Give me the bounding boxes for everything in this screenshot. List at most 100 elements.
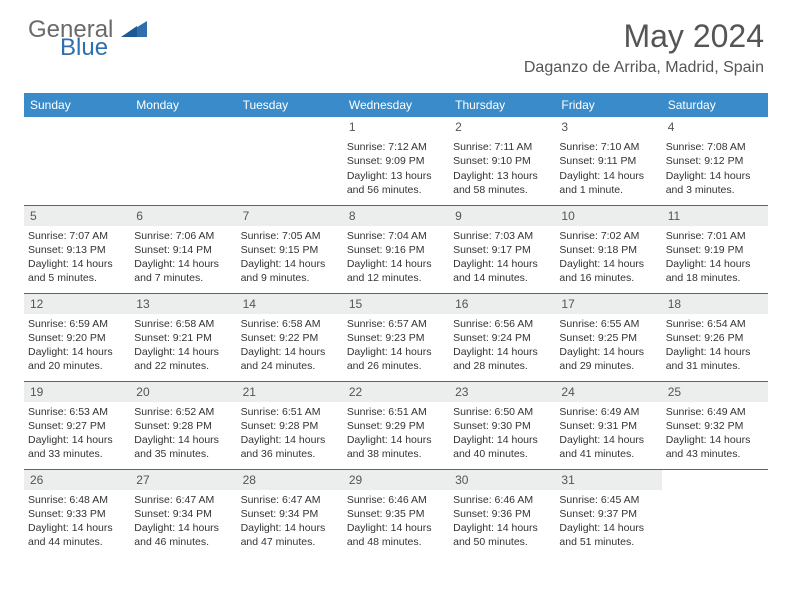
day-details: Sunrise: 7:03 AMSunset: 9:17 PMDaylight:… <box>453 229 551 286</box>
day-details: Sunrise: 6:55 AMSunset: 9:25 PMDaylight:… <box>559 317 657 374</box>
day-number: 11 <box>662 206 768 226</box>
logo: General Blue <box>28 18 147 60</box>
logo-triangle-icon <box>121 19 147 42</box>
day-details: Sunrise: 6:51 AMSunset: 9:28 PMDaylight:… <box>241 405 339 462</box>
calendar-cell: 7 Sunrise: 7:05 AMSunset: 9:15 PMDaylight… <box>237 205 343 293</box>
day-number: 3 <box>555 117 661 137</box>
day-number: 24 <box>555 382 661 402</box>
day-header: Tuesday <box>237 93 343 117</box>
logo-word-2: Blue <box>60 36 113 60</box>
day-number: 21 <box>237 382 343 402</box>
day-number: 10 <box>555 206 661 226</box>
calendar-cell: 2 Sunrise: 7:11 AMSunset: 9:10 PMDaylight… <box>449 117 555 205</box>
calendar-cell: 30Sunrise: 6:46 AMSunset: 9:36 PMDayligh… <box>449 469 555 557</box>
calendar-cell: 12 Sunrise: 6:59 AMSunset: 9:20 PMDayligh… <box>24 293 130 381</box>
calendar-cell: 27Sunrise: 6:47 AMSunset: 9:34 PMDayligh… <box>130 469 236 557</box>
day-details: Sunrise: 6:51 AMSunset: 9:29 PMDaylight:… <box>347 405 445 462</box>
day-details: Sunrise: 7:06 AMSunset: 9:14 PMDaylight:… <box>134 229 232 286</box>
calendar-cell: 8 Sunrise: 7:04 AMSunset: 9:16 PMDaylight… <box>343 205 449 293</box>
day-details: Sunrise: 6:50 AMSunset: 9:30 PMDaylight:… <box>453 405 551 462</box>
day-details: Sunrise: 6:58 AMSunset: 9:21 PMDaylight:… <box>134 317 232 374</box>
calendar-cell <box>130 117 236 205</box>
day-details: Sunrise: 6:47 AMSunset: 9:34 PMDaylight:… <box>134 493 232 550</box>
day-number: 4 <box>662 117 768 137</box>
day-details: Sunrise: 6:49 AMSunset: 9:31 PMDaylight:… <box>559 405 657 462</box>
day-details: Sunrise: 7:12 AMSunset: 9:09 PMDaylight:… <box>347 140 445 197</box>
day-number: 30 <box>449 470 555 490</box>
calendar-cell: 6 Sunrise: 7:06 AMSunset: 9:14 PMDaylight… <box>130 205 236 293</box>
day-number: 12 <box>24 294 130 314</box>
calendar-cell: 21 Sunrise: 6:51 AMSunset: 9:28 PMDayligh… <box>237 381 343 469</box>
calendar-cell: 26Sunrise: 6:48 AMSunset: 9:33 PMDayligh… <box>24 469 130 557</box>
calendar-cell: 11 Sunrise: 7:01 AMSunset: 9:19 PMDayligh… <box>662 205 768 293</box>
day-number: 29 <box>343 470 449 490</box>
day-number: 7 <box>237 206 343 226</box>
day-details: Sunrise: 6:58 AMSunset: 9:22 PMDaylight:… <box>241 317 339 374</box>
calendar-cell: 17Sunrise: 6:55 AMSunset: 9:25 PMDayligh… <box>555 293 661 381</box>
calendar-cell: 28 Sunrise: 6:47 AMSunset: 9:34 PMDayligh… <box>237 469 343 557</box>
title-block: May 2024 Daganzo de Arriba, Madrid, Spai… <box>524 18 764 77</box>
calendar-cell: 14 Sunrise: 6:58 AMSunset: 9:22 PMDayligh… <box>237 293 343 381</box>
calendar-cell: 25Sunrise: 6:49 AMSunset: 9:32 PMDayligh… <box>662 381 768 469</box>
day-details: Sunrise: 6:46 AMSunset: 9:35 PMDaylight:… <box>347 493 445 550</box>
calendar-cell: 24 Sunrise: 6:49 AMSunset: 9:31 PMDayligh… <box>555 381 661 469</box>
day-number: 23 <box>449 382 555 402</box>
day-number: 28 <box>237 470 343 490</box>
calendar-cell: 22 Sunrise: 6:51 AMSunset: 9:29 PMDayligh… <box>343 381 449 469</box>
day-number: 8 <box>343 206 449 226</box>
calendar-cell: 20 Sunrise: 6:52 AMSunset: 9:28 PMDayligh… <box>130 381 236 469</box>
day-header: Thursday <box>449 93 555 117</box>
day-number: 1 <box>343 117 449 137</box>
day-details: Sunrise: 6:52 AMSunset: 9:28 PMDaylight:… <box>134 405 232 462</box>
day-number: 18 <box>662 294 768 314</box>
day-header: Sunday <box>24 93 130 117</box>
month-title: May 2024 <box>524 18 764 55</box>
day-number: 22 <box>343 382 449 402</box>
day-details: Sunrise: 6:49 AMSunset: 9:32 PMDaylight:… <box>666 405 764 462</box>
day-header: Saturday <box>662 93 768 117</box>
calendar-cell: 19Sunrise: 6:53 AMSunset: 9:27 PMDayligh… <box>24 381 130 469</box>
calendar-cell: 3 Sunrise: 7:10 AMSunset: 9:11 PMDaylight… <box>555 117 661 205</box>
calendar-cell: 29 Sunrise: 6:46 AMSunset: 9:35 PMDayligh… <box>343 469 449 557</box>
calendar-cell <box>24 117 130 205</box>
day-details: Sunrise: 6:57 AMSunset: 9:23 PMDaylight:… <box>347 317 445 374</box>
day-number: 26 <box>24 470 130 490</box>
day-header: Monday <box>130 93 236 117</box>
calendar-cell <box>662 469 768 557</box>
calendar-cell: 9Sunrise: 7:03 AMSunset: 9:17 PMDaylight… <box>449 205 555 293</box>
day-number: 20 <box>130 382 236 402</box>
day-details: Sunrise: 7:08 AMSunset: 9:12 PMDaylight:… <box>666 140 764 197</box>
day-details: Sunrise: 7:01 AMSunset: 9:19 PMDaylight:… <box>666 229 764 286</box>
day-number: 6 <box>130 206 236 226</box>
day-number: 13 <box>130 294 236 314</box>
day-header: Friday <box>555 93 661 117</box>
day-details: Sunrise: 7:07 AMSunset: 9:13 PMDaylight:… <box>28 229 126 286</box>
calendar-cell: 23 Sunrise: 6:50 AMSunset: 9:30 PMDayligh… <box>449 381 555 469</box>
day-details: Sunrise: 6:45 AMSunset: 9:37 PMDaylight:… <box>559 493 657 550</box>
calendar-cell: 1 Sunrise: 7:12 AMSunset: 9:09 PMDaylight… <box>343 117 449 205</box>
day-number: 31 <box>555 470 661 490</box>
calendar-cell: 5 Sunrise: 7:07 AMSunset: 9:13 PMDaylight… <box>24 205 130 293</box>
day-details: Sunrise: 6:53 AMSunset: 9:27 PMDaylight:… <box>28 405 126 462</box>
day-number: 5 <box>24 206 130 226</box>
calendar-cell: 18 Sunrise: 6:54 AMSunset: 9:26 PMDayligh… <box>662 293 768 381</box>
calendar-cell: 16Sunrise: 6:56 AMSunset: 9:24 PMDayligh… <box>449 293 555 381</box>
calendar-cell: 4 Sunrise: 7:08 AMSunset: 9:12 PMDaylight… <box>662 117 768 205</box>
calendar-cell <box>237 117 343 205</box>
day-number: 14 <box>237 294 343 314</box>
calendar-cell: 15 Sunrise: 6:57 AMSunset: 9:23 PMDayligh… <box>343 293 449 381</box>
day-details: Sunrise: 6:54 AMSunset: 9:26 PMDaylight:… <box>666 317 764 374</box>
calendar-cell: 13 Sunrise: 6:58 AMSunset: 9:21 PMDayligh… <box>130 293 236 381</box>
day-details: Sunrise: 6:59 AMSunset: 9:20 PMDaylight:… <box>28 317 126 374</box>
day-details: Sunrise: 7:04 AMSunset: 9:16 PMDaylight:… <box>347 229 445 286</box>
day-details: Sunrise: 7:05 AMSunset: 9:15 PMDaylight:… <box>241 229 339 286</box>
calendar-table: SundayMondayTuesdayWednesdayThursdayFrid… <box>24 93 768 557</box>
header: General Blue May 2024 Daganzo de Arriba,… <box>0 0 792 83</box>
day-number: 2 <box>449 117 555 137</box>
day-number: 16 <box>449 294 555 314</box>
day-details: Sunrise: 7:11 AMSunset: 9:10 PMDaylight:… <box>453 140 551 197</box>
day-details: Sunrise: 7:10 AMSunset: 9:11 PMDaylight:… <box>559 140 657 197</box>
day-header: Wednesday <box>343 93 449 117</box>
day-details: Sunrise: 6:47 AMSunset: 9:34 PMDaylight:… <box>241 493 339 550</box>
day-number: 15 <box>343 294 449 314</box>
